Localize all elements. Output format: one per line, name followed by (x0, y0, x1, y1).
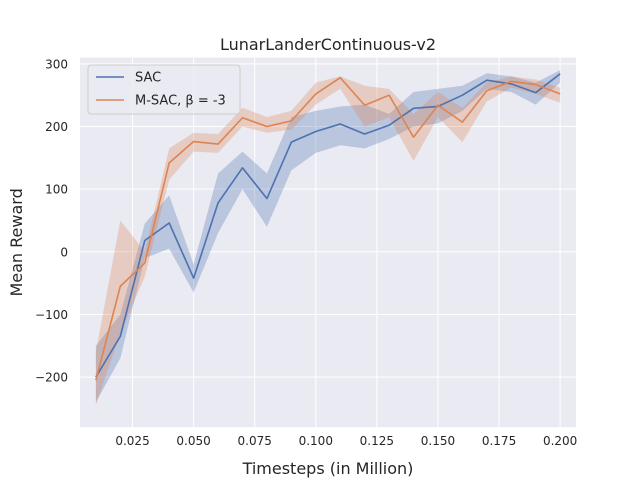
grid-lines (80, 57, 576, 428)
x-axis-label: Timesteps (in Million) (242, 459, 414, 478)
y-axis-label: Mean Reward (7, 188, 26, 296)
y-tick-label-1: −100 (35, 308, 68, 322)
x-tick-label-4: 0.125 (360, 434, 394, 448)
x-tick-label-3: 0.100 (299, 434, 333, 448)
legend-box (87, 64, 241, 115)
x-tick-labels: 0.025 0.050 0.075 0.100 0.125 0.150 0.175 0.200 (115, 434, 577, 448)
y-tick-label-5: 300 (45, 57, 68, 71)
y-tick-label-3: 100 (45, 183, 68, 197)
confidence-band-sac (95, 70, 561, 403)
x-tick-label-6: 0.175 (482, 434, 516, 448)
x-tick-label-5: 0.150 (421, 434, 455, 448)
legend-label-sac: SAC (135, 71, 161, 86)
series-line-sac (95, 73, 561, 378)
x-tick-label-0: 0.025 (115, 434, 149, 448)
series-lines (95, 73, 561, 381)
series-line-m-sac-3 (95, 76, 561, 381)
confidence-bands (95, 70, 561, 406)
y-tick-label-4: 200 (45, 120, 68, 134)
chart-title: LunarLanderContinuous-v2 (220, 35, 436, 54)
y-tick-label-2: 0 (60, 245, 68, 259)
x-tick-label-1: 0.050 (176, 434, 210, 448)
plot-area-background (80, 57, 576, 428)
x-tick-label-7: 0.200 (543, 434, 577, 448)
y-tick-label-0: −200 (35, 371, 68, 385)
legend: SAC M-SAC, β = -3 (87, 64, 241, 115)
y-tick-labels: −200 −100 0 100 200 300 (35, 57, 68, 384)
legend-label-m-sac: M-SAC, β = -3 (135, 94, 226, 109)
x-tick-label-2: 0.075 (238, 434, 272, 448)
